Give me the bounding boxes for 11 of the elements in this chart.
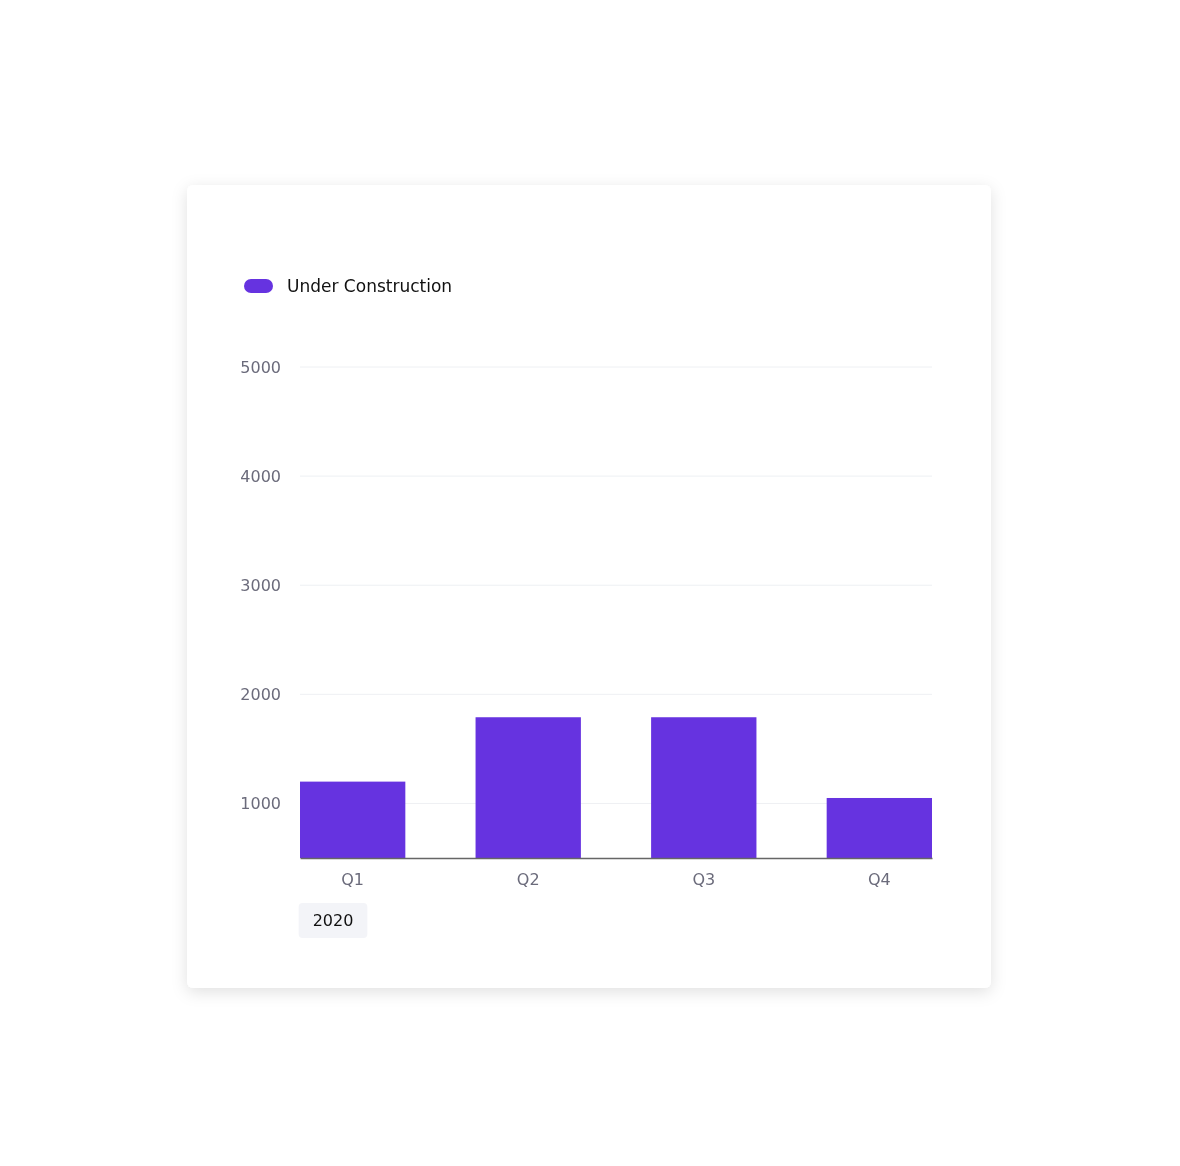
y-tick-label: 5000	[240, 357, 281, 377]
x-tick-label: Q2	[516, 870, 540, 890]
x-tick-label: Q3	[692, 870, 716, 890]
legend-label: Under Construction	[287, 276, 453, 296]
y-tick-label: 4000	[240, 466, 281, 486]
y-tick-label: 3000	[240, 575, 281, 595]
x-tick-label: Q1	[341, 870, 365, 890]
x-axis-title: 2020	[312, 911, 354, 930]
y-tick-label: 2000	[240, 684, 281, 704]
y-tick-label: 1000	[240, 794, 281, 814]
x-tick-label: Q4	[867, 870, 891, 890]
